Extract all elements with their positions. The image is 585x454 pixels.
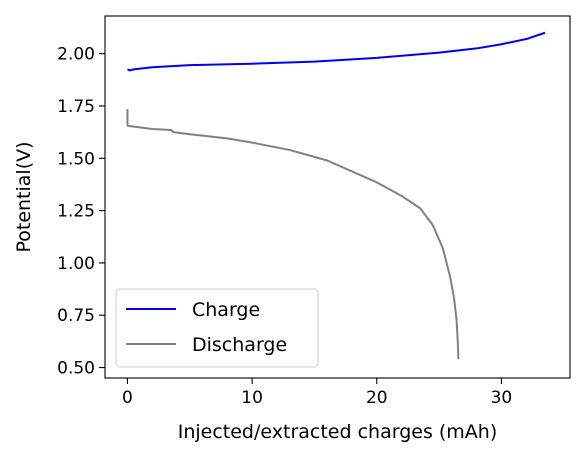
y-tick-label: 1.00 [57, 254, 95, 274]
legend: Charge Discharge [115, 288, 319, 368]
plot-frame [104, 15, 571, 379]
legend-label-discharge: Discharge [192, 334, 287, 356]
y-axis-label: Potential(V) [13, 141, 35, 252]
x-tick-label: 30 [491, 388, 513, 408]
ticks-layer: 0 10 20 30 0.50 0.75 1.00 1.25 1.50 1.75 2.00 [57, 45, 512, 408]
x-tick-label: 0 [122, 388, 133, 408]
x-axis-label: Injected/extracted charges (mAh) [178, 421, 498, 443]
x-tick-label: 10 [241, 388, 263, 408]
y-tick-label: 1.75 [57, 97, 95, 117]
series-layer [126, 31, 546, 360]
y-tick-label: 0.75 [57, 306, 95, 326]
legend-label-charge: Charge [192, 299, 260, 321]
series-line-charge [127, 31, 546, 72]
y-tick-label: 2.00 [57, 45, 95, 65]
y-tick-label: 1.50 [57, 149, 95, 169]
x-tick-label: 20 [366, 388, 388, 408]
series-line-discharge [126, 109, 460, 360]
y-tick-label: 0.50 [57, 359, 95, 379]
y-tick-label: 1.25 [57, 202, 95, 222]
